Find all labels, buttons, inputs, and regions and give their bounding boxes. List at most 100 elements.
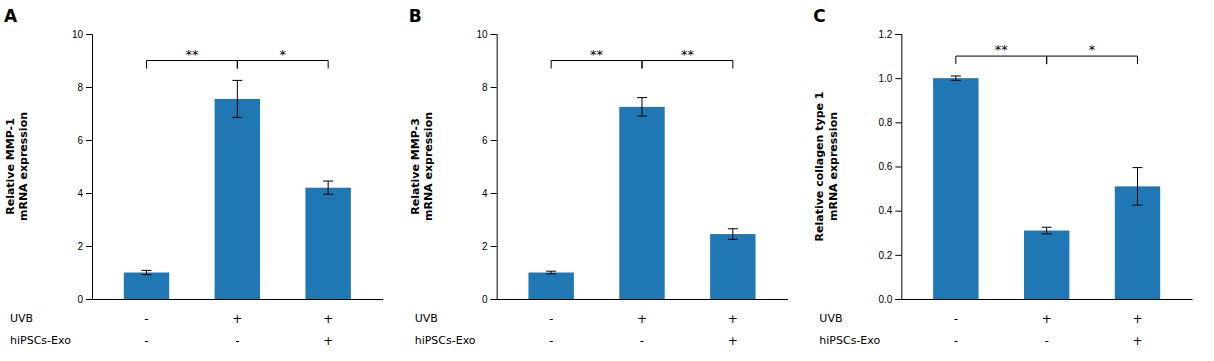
y-tick-label: 1.0 — [878, 73, 892, 84]
significance-label: ** — [185, 47, 199, 62]
y-tick-mark — [895, 167, 901, 168]
error-bar — [232, 80, 242, 117]
condition-value: + — [1132, 334, 1142, 348]
panel-label: B — [409, 6, 422, 26]
y-tick: 2 — [77, 241, 92, 252]
y-tick-mark — [86, 140, 92, 141]
y-tick-mark — [491, 193, 497, 194]
error-bar — [142, 270, 152, 274]
y-tick: 8 — [482, 82, 497, 93]
significance-bracket — [1047, 56, 1138, 64]
y-tick: 0.4 — [878, 205, 901, 216]
condition-row-label: hiPSCs-Exo — [10, 334, 71, 347]
significance-label: ** — [995, 42, 1009, 57]
y-tick-label: 0 — [482, 294, 488, 305]
bar — [619, 107, 664, 299]
y-tick-mark — [895, 34, 901, 35]
condition-row-label: UVB — [415, 312, 438, 325]
condition-value: - — [640, 334, 644, 348]
y-tick: 0.2 — [878, 250, 901, 261]
condition-value: + — [323, 334, 333, 348]
y-axis-title-line: Relative MMP-1 — [4, 118, 17, 215]
y-tick-label: 8 — [77, 82, 83, 93]
significance-bracket — [147, 61, 238, 69]
condition-value: - — [954, 334, 958, 348]
error-bar — [951, 76, 961, 80]
y-tick-label: 4 — [482, 188, 488, 199]
x-axis-line — [902, 299, 1193, 300]
y-axis-title: Relative collagen type 1mRNA expression — [813, 92, 839, 242]
y-axis-title-line: mRNA expression — [422, 112, 435, 221]
y-tick-mark — [491, 299, 497, 300]
y-axis-line — [491, 35, 498, 300]
y-tick: 6 — [482, 135, 497, 146]
y-tick-mark — [895, 255, 901, 256]
plot-area — [124, 61, 351, 300]
y-tick: 4 — [482, 188, 497, 199]
y-tick-mark — [86, 299, 92, 300]
condition-row-label: hiPSCs-Exo — [819, 334, 880, 347]
significance-label: ** — [681, 47, 695, 62]
y-tick-label: 6 — [482, 135, 488, 146]
y-tick-label: 1.2 — [878, 29, 892, 40]
significance-bracket — [642, 61, 733, 69]
bar — [305, 188, 350, 299]
significance-bracket — [237, 61, 328, 69]
y-tick-mark — [86, 34, 92, 35]
y-axis-title-line: Relative MMP-3 — [409, 118, 422, 215]
condition-value: - — [144, 334, 148, 348]
significance-label: * — [280, 47, 287, 62]
y-axis-title-line: mRNA expression — [827, 112, 840, 221]
y-tick: 0.6 — [878, 161, 901, 172]
y-tick-mark — [86, 246, 92, 247]
plot-area — [933, 56, 1160, 299]
bar — [124, 273, 169, 300]
significance-bracket — [956, 56, 1047, 64]
error-bar — [728, 229, 738, 240]
y-tick-label: 0.2 — [878, 250, 892, 261]
error-bar — [323, 181, 333, 194]
y-axis-line — [895, 35, 902, 300]
panel: 0.00.20.40.60.81.01.2***Relative collage… — [813, 6, 1192, 348]
condition-value: + — [1042, 312, 1052, 326]
y-tick-mark — [491, 140, 497, 141]
y-tick-mark — [895, 78, 901, 79]
y-axis-line — [86, 35, 93, 300]
y-tick-mark — [895, 122, 901, 123]
condition-value: + — [728, 312, 738, 326]
condition-value: + — [232, 312, 242, 326]
panel: 0246810***Relative MMP-1mRNA expressionA… — [4, 6, 383, 348]
y-axis-title-line: mRNA expression — [17, 112, 30, 221]
y-tick: 1.2 — [878, 29, 901, 40]
y-tick-label: 2 — [77, 241, 83, 252]
y-axis-title: Relative MMP-1mRNA expression — [4, 112, 30, 221]
significance-label: * — [1089, 42, 1096, 57]
x-axis-line — [93, 299, 384, 300]
condition-value: - — [235, 334, 239, 348]
y-axis: 0 2 4 6 8 10 — [477, 29, 498, 305]
y-tick: 2 — [482, 241, 497, 252]
y-tick-mark — [895, 299, 901, 300]
y-tick-label: 2 — [482, 241, 488, 252]
y-tick-mark — [86, 193, 92, 194]
y-tick: 10 — [477, 29, 497, 40]
bar — [215, 99, 260, 299]
y-tick-label: 0.6 — [878, 161, 892, 172]
bar — [710, 234, 755, 299]
error-bar — [1042, 227, 1052, 234]
y-tick-mark — [491, 34, 497, 35]
y-axis-title-line: Relative collagen type 1 — [813, 92, 826, 242]
condition-row-label: UVB — [819, 312, 842, 325]
error-bar — [637, 98, 647, 117]
y-tick: 0.0 — [878, 294, 901, 305]
y-tick-label: 0.8 — [878, 117, 892, 128]
y-tick-label: 0.0 — [878, 294, 892, 305]
y-tick-label: 4 — [77, 188, 83, 199]
condition-value: + — [323, 312, 333, 326]
bar — [933, 78, 978, 299]
y-tick-label: 10 — [72, 29, 84, 40]
condition-value: + — [637, 312, 647, 326]
significance-label: ** — [590, 47, 604, 62]
y-tick-mark — [895, 211, 901, 212]
y-tick-label: 6 — [77, 135, 83, 146]
